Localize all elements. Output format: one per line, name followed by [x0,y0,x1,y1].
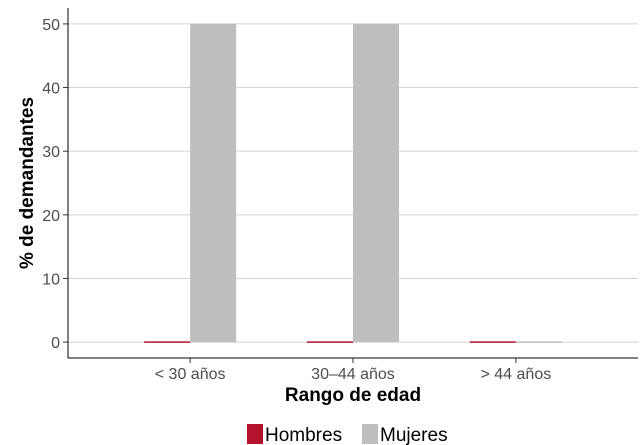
x-axis-title: Rango de edad [285,385,421,406]
y-tick-label: 40 [42,81,60,98]
bar-hombres-0 [144,341,191,343]
x-tick-label: > 44 años [480,366,551,383]
legend-key-mujeres [362,424,378,444]
bar-mujeres-0 [190,23,237,343]
bars [144,23,562,343]
y-axis-ticks: 0 10 20 30 40 50 [42,17,68,352]
y-tick-label: 30 [42,144,60,161]
legend: Hombres Mujeres [247,424,448,445]
x-axis-ticks: < 30 años 30–44 años > 44 años [155,358,551,383]
y-axis-title: % de demandantes [17,97,38,269]
bar-mujeres-2 [515,341,562,343]
y-tick-label: 0 [51,335,60,352]
y-tick-label: 20 [42,208,60,225]
bar-hombres-2 [469,341,516,343]
legend-label-hombres: Hombres [265,425,342,445]
bar-mujeres-1 [353,23,399,343]
x-tick-label: 30–44 años [311,366,395,383]
bar-hombres-1 [307,341,353,343]
legend-key-hombres [247,424,263,444]
y-tick-label: 10 [42,271,60,288]
legend-label-mujeres: Mujeres [380,425,448,445]
x-tick-label: < 30 años [155,366,226,383]
y-tick-label: 50 [42,17,60,34]
